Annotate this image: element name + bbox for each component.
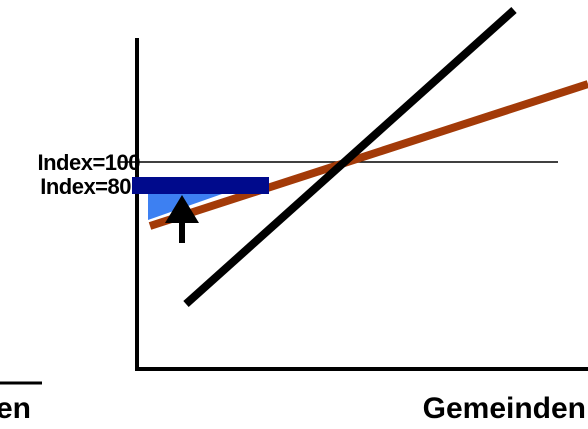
cut-off-axis-label: en: [0, 392, 31, 425]
x-axis-label: Gemeinden: [423, 392, 586, 425]
index-80-bar: [132, 177, 269, 194]
index-100-label: Index=100: [37, 150, 140, 175]
black-trend-line: [183, 7, 517, 307]
arrow-up-icon: [165, 195, 199, 243]
index-80-label: Index=80: [40, 174, 131, 199]
brown-trend-line: [148, 80, 588, 230]
